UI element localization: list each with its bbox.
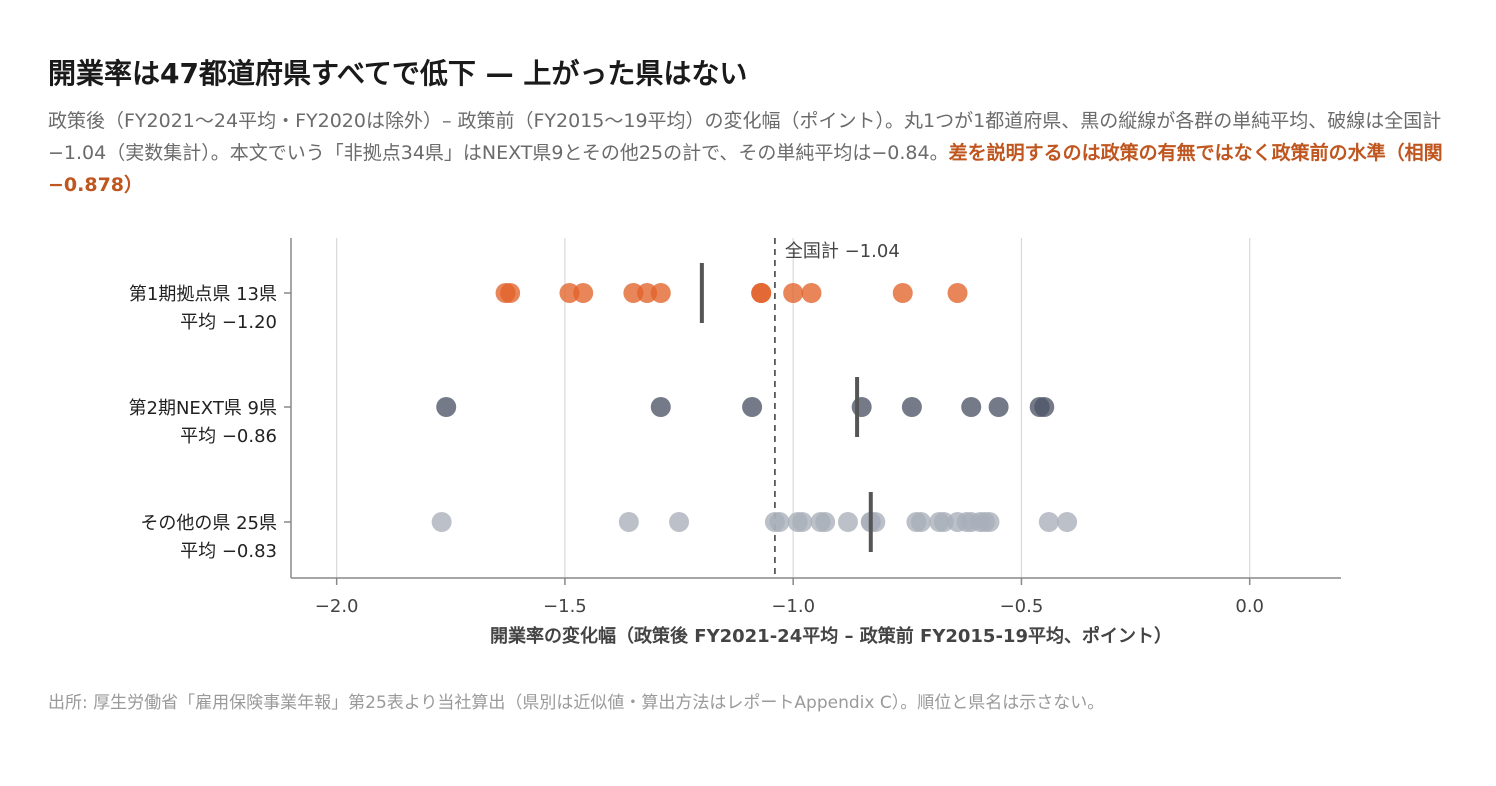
category-mean-label: 平均 −1.20 xyxy=(180,312,277,333)
x-tick-label: −1.5 xyxy=(543,596,587,617)
data-point xyxy=(650,397,671,417)
data-point xyxy=(650,283,671,303)
data-point xyxy=(436,397,457,417)
data-point xyxy=(979,512,1000,532)
x-tick-label: 0.0 xyxy=(1235,596,1264,617)
data-point xyxy=(815,512,836,532)
data-point xyxy=(837,512,858,532)
data-point xyxy=(947,283,968,303)
category-label: 第2期NEXT県 9県 xyxy=(129,398,277,419)
data-point xyxy=(559,283,580,303)
data-point xyxy=(751,283,772,303)
data-points xyxy=(431,283,1078,532)
category-label: 第1期拠点県 13県 xyxy=(129,284,277,305)
data-point xyxy=(637,283,658,303)
data-point xyxy=(961,397,982,417)
reference-line-group: 全国計 −1.04 xyxy=(774,238,900,578)
data-point xyxy=(792,512,813,532)
mean-lines xyxy=(699,263,873,552)
data-point xyxy=(988,397,1009,417)
data-point xyxy=(769,512,790,532)
data-point xyxy=(901,397,922,417)
data-point xyxy=(933,512,954,532)
data-point xyxy=(783,283,804,303)
reference-label: 全国計 −1.04 xyxy=(785,241,900,262)
chart-subtitle: 政策後（FY2021〜24平均・FY2020は除外）– 政策前（FY2015〜1… xyxy=(48,105,1448,201)
x-tick-label: −1.0 xyxy=(771,596,815,617)
data-point xyxy=(623,283,644,303)
data-point xyxy=(573,283,594,303)
data-point xyxy=(851,397,872,417)
chart-title: 開業率は47都道府県すべてで低下 — 上がった県はない xyxy=(48,57,748,90)
data-point xyxy=(801,283,822,303)
data-point xyxy=(1057,512,1078,532)
category-mean-label: 平均 −0.83 xyxy=(180,541,277,562)
data-point xyxy=(431,512,452,532)
data-point xyxy=(892,283,913,303)
source-note: 出所: 厚生労働省「雇用保険事業年報」第25表より当社算出（県別は近似値・算出方… xyxy=(48,693,1105,713)
data-point xyxy=(618,512,639,532)
data-point xyxy=(742,397,763,417)
x-axis-title: 開業率の変化幅（政策後 FY2021-24平均 – 政策前 FY2015-19平… xyxy=(490,625,1172,647)
axes: −2.0 −1.5 −1.0 −0.5 0.0 開業率の変化幅（政策後 FY2021-24… xyxy=(284,238,1341,647)
data-point xyxy=(1038,512,1059,532)
data-point xyxy=(1034,397,1055,417)
x-tick-label: −0.5 xyxy=(1000,596,1044,617)
subtitle-highlight: 差を説明するのは政策の有無ではなく政策前の水準（相関 −0.878） xyxy=(48,142,1443,196)
category-mean-label: 平均 −0.86 xyxy=(180,426,277,447)
data-point xyxy=(669,512,690,532)
data-point xyxy=(911,512,931,532)
subtitle-text: 政策後（FY2021〜24平均・FY2020は除外）– 政策前（FY2015〜1… xyxy=(48,110,1442,164)
category-label: その他の県 25県 xyxy=(140,513,277,534)
data-point xyxy=(500,283,521,303)
x-tick-label: −2.0 xyxy=(315,596,359,617)
